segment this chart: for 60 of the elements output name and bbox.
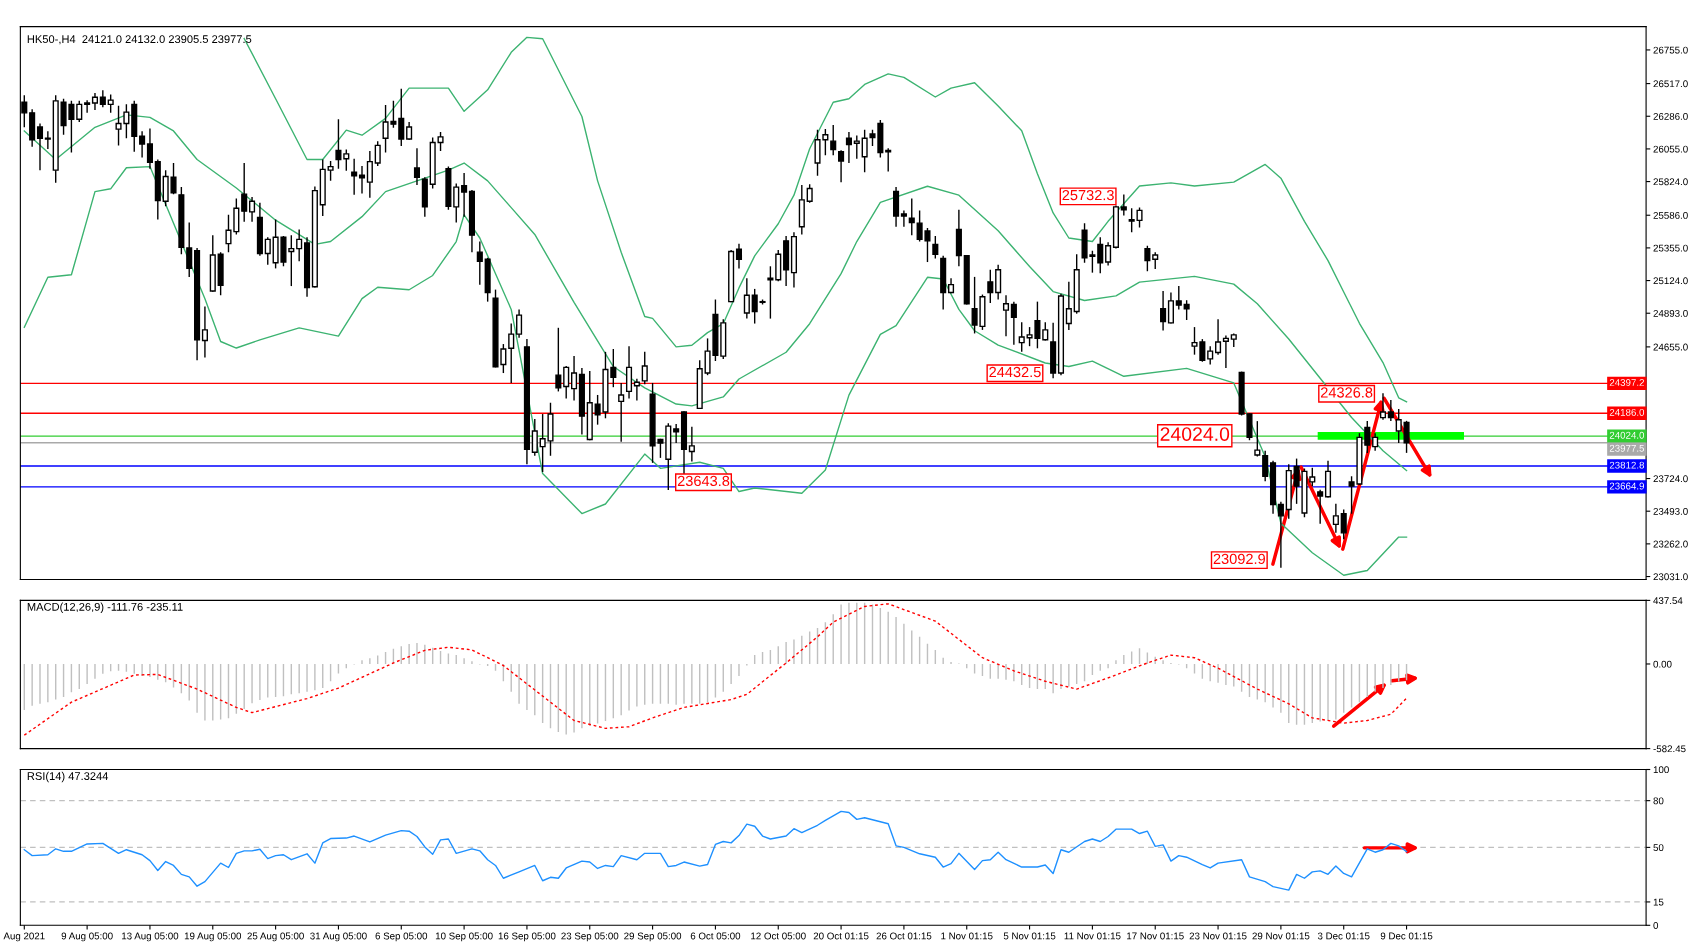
y-tick-label: 80	[1653, 797, 1664, 805]
x-tick-label: 10 Sep 05:00	[435, 932, 493, 942]
ref-line-label: 23977.5	[1609, 444, 1645, 452]
x-tick-label: 23 Nov 01:15	[1189, 932, 1247, 940]
ref-line-label: 24397.2	[1609, 379, 1644, 386]
x-tick-label: 16 Sep 05:00	[498, 932, 556, 942]
x-tick-label: 11 Nov 01:15	[1064, 932, 1121, 940]
x-tick-label: Aug 2021	[3, 932, 45, 942]
ref-line-label: 24024.0	[1609, 431, 1645, 439]
y-tick-label: 26055.0	[1653, 145, 1688, 153]
x-tick-label: 1 Nov 01:15	[941, 932, 993, 940]
y-tick-label: -582.45	[1653, 745, 1686, 753]
x-tick-label: 12 Oct 05:00	[751, 932, 806, 940]
ref-line-label: 24186.0	[1609, 408, 1645, 416]
annotation: 24432.5	[989, 366, 1041, 378]
x-tick-label: 6 Oct 05:00	[690, 932, 741, 940]
y-tick-label: 0.00	[1653, 660, 1672, 668]
x-tick-label: 19 Aug 05:00	[184, 932, 242, 942]
y-tick-label: 15	[1653, 898, 1664, 906]
chart-title: RSI(14) 47.3244	[27, 771, 109, 783]
x-tick-label: 3 Dec 01:15	[1317, 932, 1370, 940]
y-tick-label: 437.54	[1653, 597, 1683, 605]
y-tick-label: 25124.0	[1653, 277, 1688, 285]
y-tick-label: 23724.0	[1653, 475, 1688, 483]
y-tick-label: 25586.0	[1653, 211, 1688, 219]
ref-line-label: 23664.9	[1609, 482, 1645, 490]
x-tick-label: 29 Sep 05:00	[624, 932, 682, 942]
text: HK50-,H4 24121.0 24132.0 23905.5 23977.5	[27, 35, 252, 45]
y-tick-label: 23493.0	[1653, 507, 1688, 515]
x-tick-label: 20 Oct 01:15	[813, 932, 869, 940]
y-tick-label: 26286.0	[1653, 112, 1688, 120]
x-tick-label: 25 Aug 05:00	[247, 932, 304, 942]
y-tick-label: 26755.0	[1653, 46, 1688, 54]
annotation: 23643.8	[677, 475, 730, 487]
x-tick-label: 13 Aug 05:00	[122, 932, 179, 942]
y-tick-label: 50	[1653, 844, 1664, 852]
y-tick-label: 24893.0	[1653, 309, 1688, 317]
x-tick-label: 9 Dec 01:15	[1380, 932, 1433, 940]
chart-title: MACD(12,26,9) -111.76 -235.11	[27, 602, 183, 613]
y-tick-label: 23031.0	[1653, 573, 1688, 581]
annotation: 24024.0	[1160, 427, 1230, 441]
annotation: 24326.8	[1320, 387, 1373, 398]
ref-line-label: 23812.8	[1609, 461, 1645, 469]
x-tick-label: 26 Oct 01:15	[876, 932, 932, 940]
y-tick-label: 25824.0	[1653, 178, 1688, 186]
x-tick-label: 17 Nov 01:15	[1127, 932, 1184, 940]
y-tick-label: 24655.0	[1653, 343, 1688, 351]
annotation: 23092.9	[1213, 553, 1265, 565]
x-tick-label: 31 Aug 05:00	[310, 932, 367, 942]
x-tick-label: 29 Nov 01:15	[1252, 932, 1310, 940]
x-tick-label: 5 Nov 01:15	[1003, 932, 1056, 940]
y-tick-label: 23262.0	[1653, 540, 1688, 548]
y-tick-label: 0	[1653, 922, 1659, 929]
x-tick-label: 6 Sep 05:00	[375, 932, 428, 942]
annotation: 25732.3	[1062, 189, 1114, 201]
y-tick-label: 100	[1653, 766, 1669, 774]
y-tick-label: 26517.0	[1653, 80, 1688, 88]
y-tick-label: 25355.0	[1653, 244, 1688, 252]
x-tick-label: 23 Sep 05:00	[561, 932, 619, 942]
x-tick-label: 9 Aug 05:00	[61, 932, 113, 942]
